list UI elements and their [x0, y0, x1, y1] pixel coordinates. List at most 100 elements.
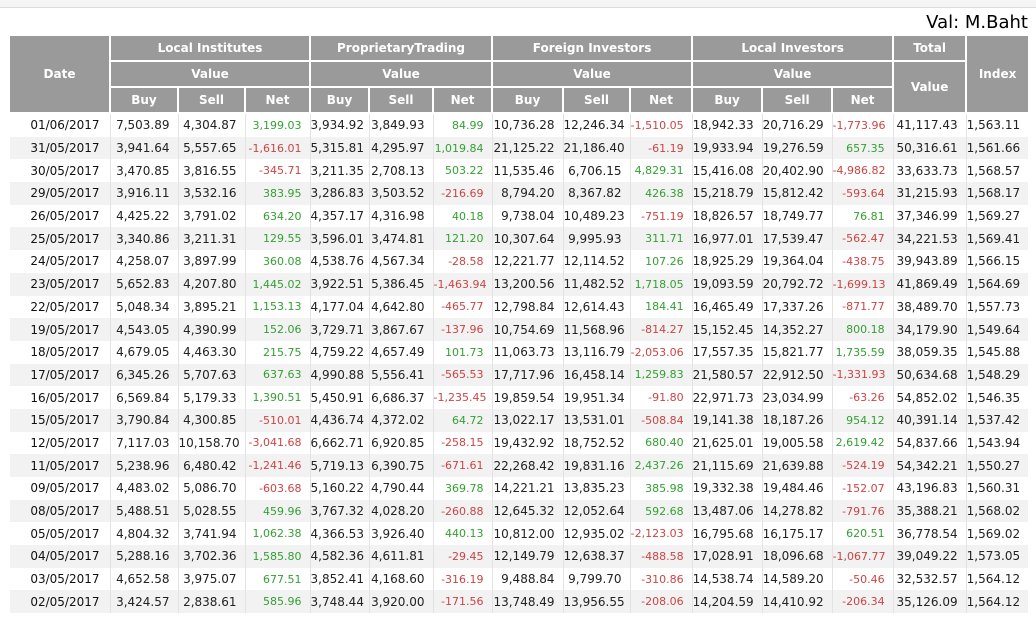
total-value-cell: 39,049.22	[893, 545, 967, 568]
header-index: Index	[965, 36, 1029, 114]
lv-net-cell: -1,773.96	[832, 113, 894, 137]
li-buy-cell: 6,569.84	[110, 386, 179, 409]
pt-buy-cell: 4,436.74	[310, 408, 370, 432]
pt-buy-cell: 6,662.71	[310, 431, 370, 455]
lv-net-cell: -562.47	[832, 227, 894, 251]
fi-net-cell: 311.71	[630, 227, 693, 251]
li-net-cell: -603.68	[245, 477, 311, 500]
lv-buy-cell: 19,141.38	[692, 408, 763, 432]
total-value-cell: 50,316.61	[893, 136, 967, 160]
li-buy-cell: 3,941.64	[110, 136, 179, 160]
table-row: 01/06/2017 7,503.89 4,304.87 3,199.03 3,934.…	[10, 113, 1029, 137]
lv-sell-cell: 20,402.90	[762, 159, 833, 183]
li-sell-cell: 4,304.87	[178, 113, 246, 137]
lv-net-cell: 1,735.59	[832, 340, 894, 364]
pt-buy-cell: 3,934.92	[310, 113, 370, 137]
lv-sell-cell: 23,034.99	[762, 386, 833, 409]
li-net-cell: 3,199.03	[245, 113, 311, 137]
lv-buy-cell: 14,204.59	[692, 590, 763, 614]
fi-net-cell: -310.86	[630, 567, 693, 591]
fi-sell-cell: 12,935.02	[563, 522, 631, 546]
lv-net-cell: -791.76	[832, 499, 894, 523]
pt-net-cell: -171.56	[433, 590, 493, 614]
pt-net-cell: 369.78	[433, 477, 493, 500]
header-buy: Buy	[309, 86, 371, 114]
li-sell-cell: 4,207.80	[178, 272, 246, 296]
li-buy-cell: 3,470.85	[110, 159, 179, 183]
lv-sell-cell: 17,539.47	[762, 227, 833, 251]
header-buy: Buy	[109, 86, 179, 114]
li-sell-cell: 5,557.65	[178, 136, 246, 160]
total-value-cell: 39,943.89	[893, 250, 967, 273]
index-cell: 1,569.02	[966, 526, 1021, 541]
total-value-cell: 38,059.35	[893, 340, 967, 364]
pt-net-cell: 101.73	[433, 340, 493, 364]
header-sell: Sell	[761, 86, 834, 114]
total-value-cell: 50,634.68	[893, 363, 967, 387]
total-value-cell: 35,388.21	[893, 499, 967, 523]
lv-buy-cell: 15,218.79	[692, 182, 763, 205]
pt-buy-cell: 5,719.13	[310, 454, 370, 477]
lv-sell-cell: 19,005.58	[762, 431, 833, 455]
lv-sell-cell: 15,821.77	[762, 340, 833, 364]
table-row: 09/05/2017 4,483.02 5,086.70 -603.68 5,160.2…	[10, 477, 1029, 500]
fi-sell-cell: 10,489.23	[563, 204, 631, 228]
table-row: 25/05/2017 3,340.86 3,211.31 129.55 3,596.01…	[10, 227, 1029, 251]
pt-sell-cell: 3,926.40	[369, 522, 434, 546]
lv-buy-cell: 18,942.33	[692, 113, 763, 137]
top-strip	[0, 0, 1036, 8]
index-cell: 1,548.29	[966, 367, 1021, 382]
lv-net-cell: -438.75	[832, 250, 894, 273]
investor-type-trading-table: Date Local Institutes ProprietaryTrading…	[10, 36, 1029, 614]
li-buy-cell: 3,340.86	[110, 227, 179, 251]
header-value-local-investors: Value	[691, 60, 895, 88]
fi-buy-cell: 12,149.79	[492, 545, 564, 568]
li-net-cell: 215.75	[245, 340, 311, 364]
li-sell-cell: 3,816.55	[178, 159, 246, 183]
li-buy-cell: 3,790.84	[110, 408, 179, 432]
pt-buy-cell: 3,211.35	[310, 159, 370, 183]
fi-buy-cell: 10,754.69	[492, 318, 564, 341]
li-net-cell: 1,585.80	[245, 545, 311, 568]
table-row: 11/05/2017 5,238.96 6,480.42 -1,241.46 5,719…	[10, 454, 1029, 477]
table-body: 01/06/2017 7,503.89 4,304.87 3,199.03 3,934.…	[10, 113, 1029, 614]
fi-sell-cell: 6,706.15	[563, 159, 631, 183]
li-buy-cell: 5,238.96	[110, 454, 179, 477]
li-net-cell: 585.96	[245, 590, 311, 614]
table-row: 30/05/2017 3,470.85 3,816.55 -345.71 3,211.3…	[10, 159, 1029, 183]
fi-buy-cell: 19,432.92	[492, 431, 564, 455]
li-net-cell: 129.55	[245, 227, 311, 251]
index-cell: 1,546.35	[966, 390, 1021, 405]
pt-buy-cell: 5,315.81	[310, 136, 370, 160]
table-row: 29/05/2017 3,916.11 3,532.16 383.95 3,286.83…	[10, 182, 1029, 205]
header-value-proprietary-trading: Value	[309, 60, 494, 88]
fi-net-cell: -814.27	[630, 318, 693, 341]
lv-sell-cell: 19,276.59	[762, 136, 833, 160]
pt-buy-cell: 4,177.04	[310, 295, 370, 319]
pt-net-cell: 84.99	[433, 113, 493, 137]
li-sell-cell: 3,532.16	[178, 182, 246, 205]
lv-buy-cell: 15,152.45	[692, 318, 763, 341]
fi-net-cell: 385.98	[630, 477, 693, 500]
lv-net-cell: 657.35	[832, 136, 894, 160]
li-net-cell: -1,616.01	[245, 136, 311, 160]
fi-sell-cell: 21,186.40	[563, 136, 631, 160]
lv-net-cell: -152.07	[832, 477, 894, 500]
pt-buy-cell: 3,596.01	[310, 227, 370, 251]
pt-sell-cell: 4,611.81	[369, 545, 434, 568]
fi-sell-cell: 18,752.52	[563, 431, 631, 455]
pt-net-cell: -565.53	[433, 363, 493, 387]
li-net-cell: -510.01	[245, 408, 311, 432]
total-value-cell: 33,633.73	[893, 159, 967, 183]
header-group-foreign-investors: Foreign Investors	[491, 36, 694, 62]
table-row: 08/05/2017 5,488.51 5,028.55 459.96 3,767.32…	[10, 499, 1029, 523]
li-buy-cell: 7,503.89	[110, 113, 179, 137]
lv-buy-cell: 17,557.35	[692, 340, 763, 364]
fi-sell-cell: 19,951.34	[563, 386, 631, 409]
li-net-cell: 1,153.13	[245, 295, 311, 319]
fi-buy-cell: 11,063.73	[492, 340, 564, 364]
lv-net-cell: -63.26	[832, 386, 894, 409]
total-value-cell: 31,215.93	[893, 182, 967, 205]
lv-buy-cell: 15,416.08	[692, 159, 763, 183]
